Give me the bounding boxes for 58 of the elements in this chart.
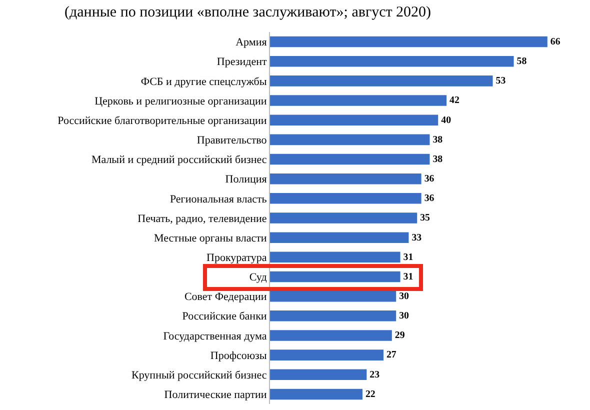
- y-tick-label: Прокуратура: [206, 252, 267, 264]
- bar: [270, 95, 447, 106]
- bar: [270, 173, 422, 184]
- data-label: 38: [432, 154, 443, 165]
- y-tick-label: Суд: [249, 272, 268, 284]
- data-label: 22: [365, 388, 376, 400]
- data-label: 53: [496, 76, 506, 87]
- bar: [270, 56, 514, 67]
- bar: [270, 388, 362, 400]
- bar: [270, 154, 430, 165]
- data-label: 38: [432, 134, 443, 146]
- data-label: 58: [516, 56, 527, 68]
- data-label: 30: [399, 310, 410, 322]
- bar: [270, 252, 400, 263]
- bar: [270, 290, 396, 302]
- data-label: 66: [550, 36, 560, 48]
- bar: [270, 369, 367, 380]
- data-label: 29: [394, 330, 405, 342]
- y-tick-label: Президент: [216, 56, 267, 68]
- data-label: 33: [412, 232, 422, 244]
- data-label: 36: [424, 174, 434, 185]
- y-tick-label: Правительство: [196, 134, 268, 147]
- bar: [270, 114, 438, 126]
- data-label: 42: [450, 95, 460, 106]
- bar: [270, 330, 392, 341]
- data-label: 31: [403, 252, 414, 263]
- bar: [270, 232, 409, 243]
- y-tick-label: Российские благотворительные организации: [58, 114, 267, 127]
- y-tick-label: Профсоюзы: [210, 350, 268, 362]
- bar: [270, 310, 396, 322]
- data-label: 23: [370, 369, 380, 380]
- y-tick-label: Региональная власть: [170, 193, 267, 206]
- bar: [270, 193, 422, 204]
- bar: [270, 36, 548, 48]
- bar: [270, 212, 418, 224]
- y-tick-label: Совет Федерации: [184, 291, 267, 304]
- y-tick-label: Крупный российский бизнес: [131, 369, 267, 382]
- y-tick-label: Государственная дума: [163, 330, 267, 342]
- y-tick-label: Малый и средний российский бизнес: [91, 154, 267, 166]
- data-label: 40: [441, 114, 452, 126]
- data-label: 30: [399, 291, 410, 302]
- bar: [270, 271, 400, 282]
- y-tick-label: Полиция: [225, 174, 267, 186]
- y-tick-label: Армия: [236, 36, 267, 49]
- data-label: 36: [424, 193, 434, 204]
- data-label: 35: [420, 212, 430, 224]
- data-label: 31: [403, 271, 414, 282]
- y-tick-label: Местные органы власти: [154, 232, 267, 244]
- y-tick-label: Церковь и религиозные организации: [94, 95, 267, 108]
- y-tick-label: Российские банки: [182, 310, 267, 323]
- bar: [270, 350, 384, 360]
- bar: [270, 134, 430, 146]
- chart-title: (данные по позиции «вполне заслуживают»; август 2020): [64, 4, 432, 21]
- y-tick-label: ФСБ и другие спецслужбы: [140, 76, 268, 88]
- y-tick-label: Печать, радио, телевидение: [138, 212, 267, 225]
- bar: [270, 76, 493, 86]
- y-tick-label: Политические партии: [164, 389, 267, 402]
- data-label: 27: [386, 350, 396, 361]
